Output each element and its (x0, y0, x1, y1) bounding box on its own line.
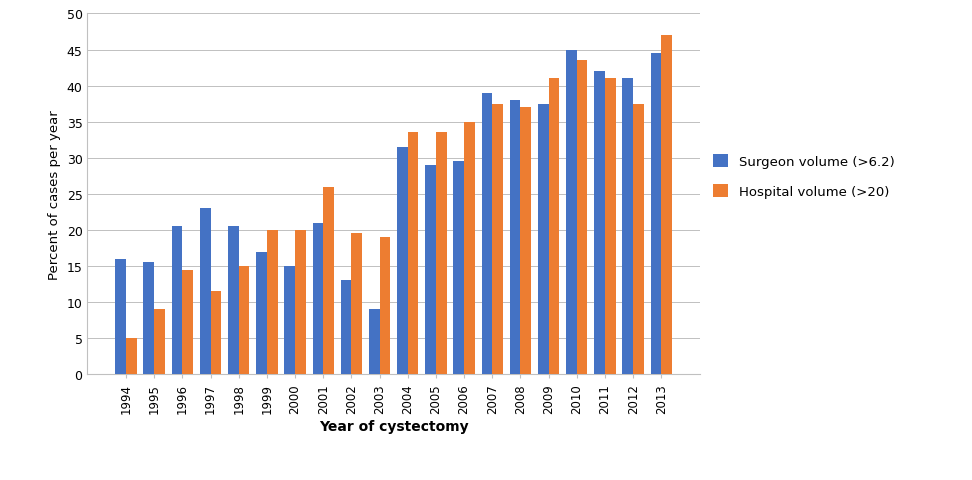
Bar (435, 133, 446, 374)
Bar (211, 292, 222, 374)
Bar (341, 281, 352, 374)
Bar (481, 94, 492, 374)
Bar (576, 61, 587, 374)
Bar (548, 79, 559, 374)
Legend: Surgeon volume (>6.2), Hospital volume (>20): Surgeon volume (>6.2), Hospital volume (… (712, 154, 894, 199)
Bar (650, 54, 661, 374)
Bar (509, 101, 520, 374)
Bar (313, 223, 324, 374)
Bar (492, 105, 503, 374)
X-axis label: Year of cystectomy: Year of cystectomy (319, 419, 469, 433)
Bar (239, 266, 250, 374)
Bar (368, 310, 380, 374)
Bar (172, 227, 183, 374)
Bar (116, 259, 126, 374)
Bar (520, 108, 531, 374)
Bar (538, 105, 548, 374)
Bar (257, 252, 267, 374)
Bar (633, 105, 643, 374)
Bar (267, 230, 278, 374)
Bar (380, 238, 391, 374)
Bar (425, 166, 435, 374)
Bar (352, 234, 363, 374)
Bar (605, 79, 615, 374)
Bar (200, 209, 211, 374)
Bar (407, 133, 419, 374)
Y-axis label: Percent of cases per year: Percent of cases per year (48, 110, 61, 279)
Bar (324, 187, 334, 374)
Bar (594, 72, 605, 374)
Bar (228, 227, 239, 374)
Bar (661, 36, 672, 374)
Bar (144, 263, 155, 374)
Bar (566, 50, 576, 374)
Bar (397, 148, 407, 374)
Bar (155, 310, 165, 374)
Bar (126, 338, 137, 374)
Bar (453, 162, 464, 374)
Bar (464, 122, 474, 374)
Bar (183, 270, 193, 374)
Bar (295, 230, 306, 374)
Bar (285, 266, 295, 374)
Bar (622, 79, 633, 374)
